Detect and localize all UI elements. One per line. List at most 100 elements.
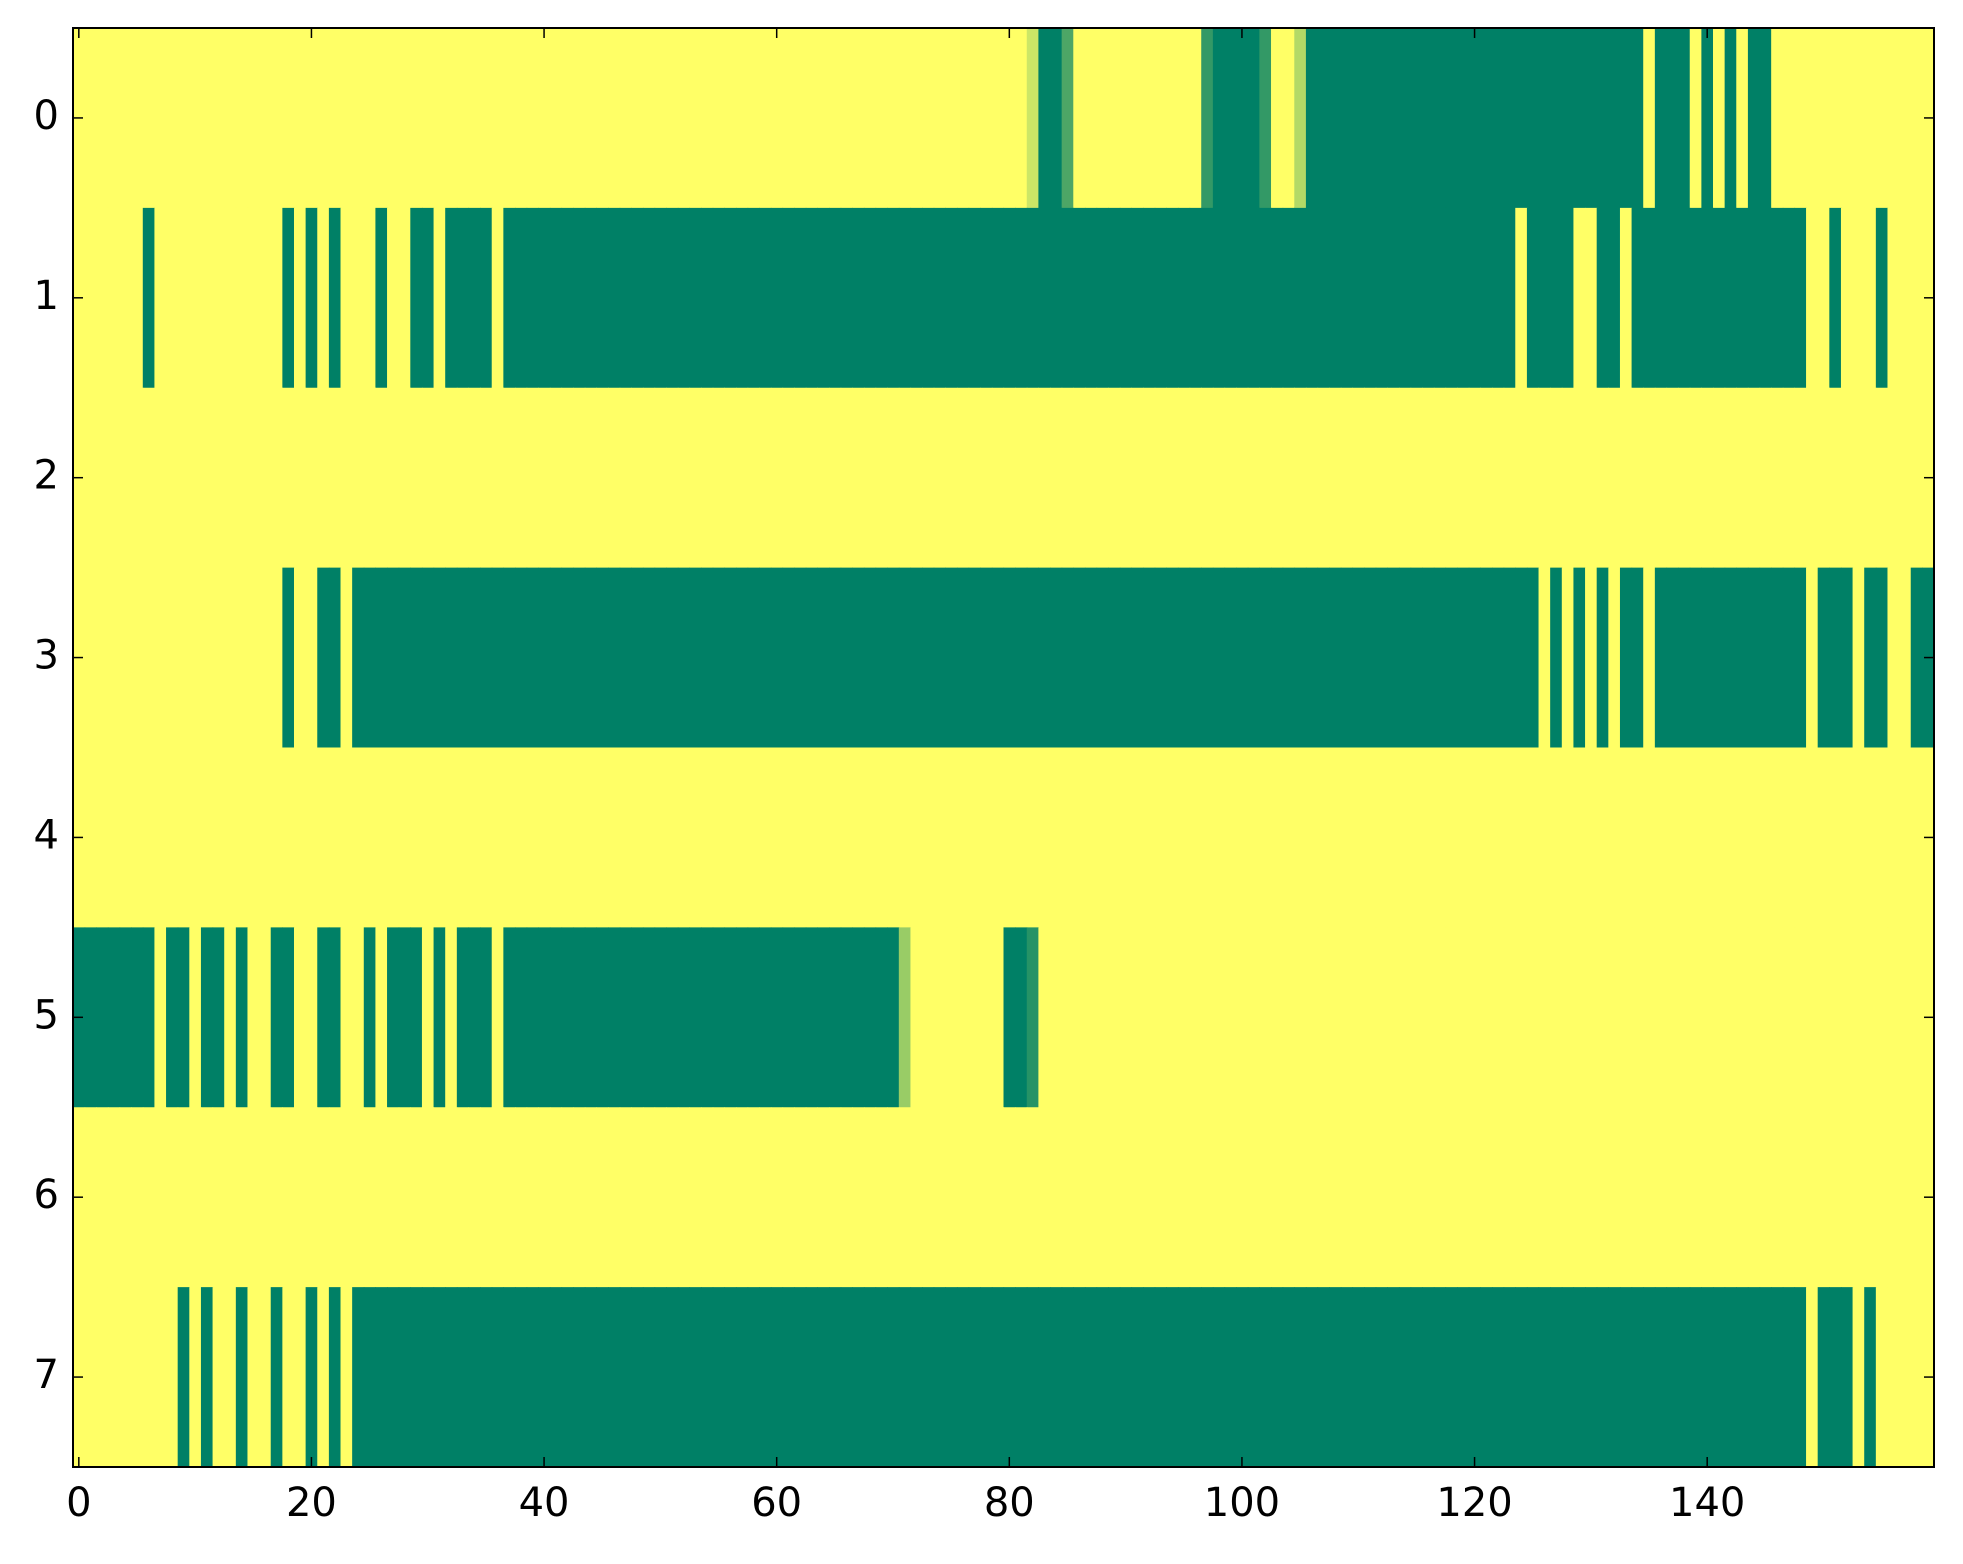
cell: [945, 567, 958, 749]
cell: [1713, 1107, 1726, 1288]
cell: [701, 747, 714, 928]
cell: [840, 207, 853, 389]
cell: [956, 927, 970, 1108]
cell: [1806, 747, 1819, 928]
cell: [96, 1287, 109, 1468]
cell: [1643, 747, 1656, 928]
cell: [387, 567, 400, 749]
cell: [1701, 927, 1714, 1108]
cell: [491, 927, 504, 1108]
cell: [1608, 1287, 1621, 1468]
cell: [1759, 1107, 1772, 1288]
cell: [1561, 1107, 1575, 1288]
cell: [1433, 567, 1447, 749]
cell: [759, 1287, 772, 1468]
cell: [1061, 747, 1074, 928]
cell: [1759, 207, 1772, 389]
cell: [642, 747, 656, 928]
cell: [1492, 567, 1505, 749]
cell: [549, 747, 563, 928]
cell: [1875, 927, 1889, 1108]
cell: [573, 207, 586, 389]
cell: [677, 1107, 691, 1288]
cell: [1782, 1107, 1796, 1288]
cell: [398, 747, 411, 928]
cell: [1212, 927, 1226, 1108]
cell: [340, 567, 353, 749]
cell: [1329, 567, 1342, 749]
cell: [1026, 1287, 1039, 1468]
cell: [1468, 207, 1481, 389]
cell: [1201, 927, 1214, 1108]
cell: [829, 1287, 842, 1468]
cell: [1026, 1107, 1039, 1288]
cell: [1596, 28, 1609, 209]
y-tick-label: 4: [34, 812, 59, 858]
cell: [1340, 1107, 1354, 1288]
cell: [887, 567, 900, 749]
cell: [1538, 1107, 1551, 1288]
cell: [1480, 1107, 1493, 1288]
cell: [1689, 1287, 1702, 1468]
cell: [340, 387, 353, 569]
cell: [189, 387, 202, 569]
cell: [1550, 567, 1563, 749]
cell: [829, 747, 842, 928]
cell: [1050, 927, 1063, 1108]
cell: [1550, 1287, 1563, 1468]
cell: [922, 387, 935, 569]
cell: [154, 1287, 167, 1468]
cell: [212, 207, 225, 389]
cell: [782, 927, 795, 1108]
cell: [1073, 28, 1086, 209]
cell: [1515, 1107, 1528, 1288]
cell: [887, 1107, 900, 1288]
cell: [1806, 387, 1819, 569]
cell: [491, 28, 504, 209]
cell: [689, 1107, 702, 1288]
cell: [747, 1107, 760, 1288]
cell: [142, 28, 156, 209]
cell: [1503, 28, 1516, 209]
cell: [1050, 747, 1063, 928]
cell: [1212, 567, 1226, 749]
cell: [922, 927, 935, 1108]
cell: [1840, 567, 1854, 749]
cell: [131, 927, 144, 1108]
cell: [259, 747, 272, 928]
cell: [1119, 1107, 1133, 1288]
cell: [445, 747, 458, 928]
cell: [1038, 747, 1051, 928]
cell: [538, 747, 551, 928]
cell: [1817, 207, 1830, 389]
cell: [1701, 28, 1714, 209]
cell: [840, 747, 853, 928]
cell: [1864, 1287, 1877, 1468]
cell: [968, 207, 981, 389]
cell: [561, 1287, 574, 1468]
cell: [503, 1287, 516, 1468]
cell: [1108, 28, 1121, 209]
cell: [1887, 567, 1900, 749]
cell: [968, 567, 981, 749]
cell: [945, 28, 958, 209]
cell: [863, 747, 877, 928]
cell: [1317, 747, 1330, 928]
cell: [1177, 207, 1191, 389]
cell: [933, 927, 946, 1108]
cell: [1724, 567, 1737, 749]
cell: [922, 28, 935, 209]
cell: [1736, 1107, 1749, 1288]
cell: [1073, 387, 1086, 569]
cell: [1561, 1287, 1575, 1468]
cell: [666, 387, 679, 569]
cell: [1643, 927, 1656, 1108]
cell: [1212, 28, 1226, 209]
cell: [1794, 387, 1807, 569]
cell: [1875, 207, 1889, 389]
cell: [1317, 28, 1330, 209]
cell: [956, 28, 970, 209]
cell: [724, 747, 737, 928]
cell: [1096, 1107, 1109, 1288]
cell: [1619, 567, 1633, 749]
